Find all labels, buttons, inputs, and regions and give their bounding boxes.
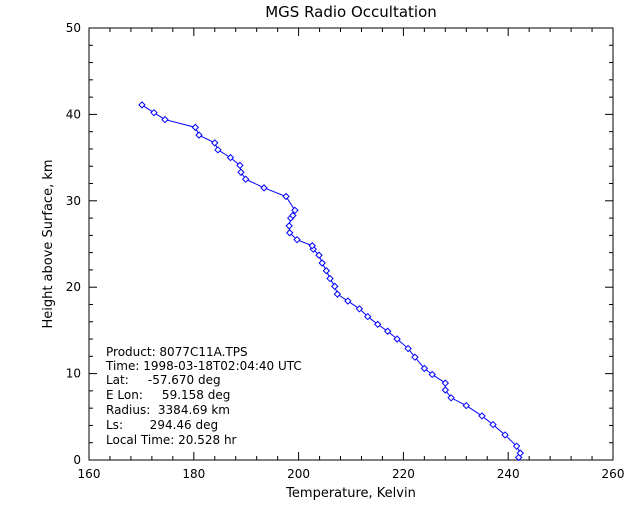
data-point-marker: [315, 251, 323, 259]
data-point-marker: [161, 115, 169, 124]
data-point-marker: [150, 108, 158, 117]
data-point-marker: [355, 305, 364, 313]
info-lat: Lat: -57.670 deg: [106, 373, 221, 387]
y-tick-label: 50: [66, 21, 81, 35]
data-point-marker: [393, 335, 401, 343]
x-tick-label: 260: [602, 467, 625, 481]
data-point-marker: [138, 101, 146, 109]
x-tick-label: 160: [78, 467, 101, 481]
info-ls: Ls: 294.46 deg: [106, 418, 219, 432]
data-point-marker: [211, 139, 219, 147]
data-point-marker: [191, 123, 200, 132]
y-tick-label: 20: [66, 280, 81, 294]
x-tick-label: 240: [497, 467, 520, 481]
data-point-marker: [411, 353, 419, 361]
data-point-marker: [291, 206, 299, 215]
data-point-marker: [462, 401, 470, 410]
data-point-marker: [237, 168, 245, 176]
data-point-marker: [489, 420, 497, 429]
data-point-marker: [420, 364, 429, 373]
axis-ticks: 160 180 200 220 240 260 0 10 20 30 40 50: [66, 21, 625, 481]
data-point-marker: [285, 222, 293, 230]
info-local-time: Local Time: 20.528 hr: [106, 433, 237, 447]
data-point-marker: [374, 320, 382, 329]
x-tick-label: 220: [392, 467, 415, 481]
data-point-marker: [226, 153, 235, 162]
x-tick-label: 200: [287, 467, 310, 481]
data-point-marker: [441, 379, 450, 387]
x-tick-label: 180: [182, 467, 205, 481]
data-point-marker: [364, 312, 372, 321]
data-point-marker: [260, 184, 268, 192]
data-point-marker: [282, 192, 290, 201]
chart-title: MGS Radio Occultation: [265, 3, 437, 21]
data-point-marker: [501, 431, 509, 439]
data-point-marker: [241, 175, 250, 183]
data-point-marker: [516, 449, 524, 457]
data-point-marker: [326, 274, 334, 283]
info-time: Time: 1998-03-18T02:04:40 UTC: [106, 359, 302, 373]
y-axis-label: Height above Surface, km: [41, 159, 56, 328]
data-point-marker: [447, 394, 455, 402]
data-point-marker: [404, 344, 412, 353]
y-tick-label: 0: [73, 453, 81, 467]
data-point-marker: [285, 229, 294, 237]
data-point-marker: [308, 242, 316, 250]
data-point-marker: [333, 290, 342, 298]
data-point-marker: [322, 267, 331, 275]
data-point-marker: [344, 297, 352, 305]
data-point-marker: [293, 235, 301, 244]
data-point-marker: [478, 412, 486, 420]
temperature-profile-series: [138, 101, 524, 462]
plot-frame: [88, 27, 614, 461]
x-axis-label: Temperature, Kelvin: [285, 486, 416, 501]
data-point-marker: [512, 442, 521, 450]
data-point-marker: [214, 146, 222, 154]
data-point-marker: [428, 370, 436, 379]
data-point-marker: [441, 386, 450, 394]
data-point-marker: [236, 161, 244, 170]
data-point-marker: [289, 211, 297, 220]
data-point-marker: [318, 259, 326, 267]
info-product: Product: 8077C11A.TPS: [106, 345, 248, 359]
info-elon: E Lon: 59.158 deg: [106, 388, 231, 402]
data-point-marker: [195, 131, 203, 139]
y-tick-label: 30: [66, 194, 81, 208]
data-point-marker: [383, 327, 392, 335]
info-radius: Radius: 3384.69 km: [106, 403, 230, 417]
y-tick-label: 10: [66, 367, 81, 381]
y-tick-label: 40: [66, 107, 81, 121]
data-point-marker: [331, 282, 339, 291]
